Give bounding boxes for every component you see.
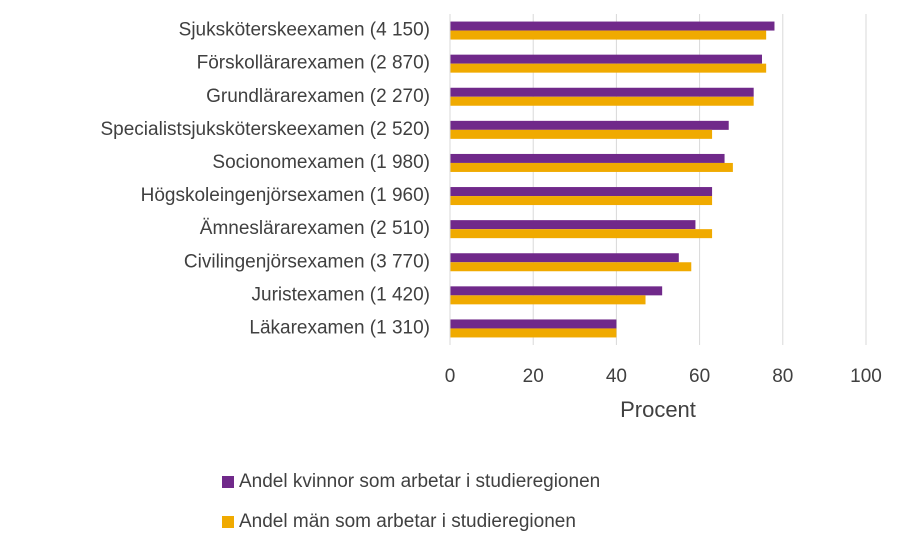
bar — [450, 162, 733, 172]
y-tick-label: Specialistsjuksköterskeexamen (2 520) — [101, 119, 431, 140]
y-tick-label: Juristexamen (1 420) — [252, 284, 430, 305]
bar — [450, 153, 725, 163]
bar — [450, 220, 696, 230]
x-tick-label: 100 — [850, 366, 882, 387]
legend-label: Andel män som arbetar i studieregionen — [239, 511, 576, 532]
bar — [450, 262, 692, 272]
bar — [450, 229, 713, 239]
bar — [450, 63, 767, 73]
y-tick-label: Ämneslärarexamen (2 510) — [200, 218, 430, 239]
legend-swatch — [222, 476, 234, 488]
bar — [450, 196, 713, 206]
legend-swatch — [222, 516, 234, 528]
x-tick-label: 80 — [772, 366, 793, 387]
x-tick-label: 60 — [689, 366, 710, 387]
bar — [450, 21, 775, 31]
bar — [450, 328, 617, 338]
bar — [450, 319, 617, 329]
bar — [450, 30, 767, 40]
bar — [450, 286, 663, 296]
y-tick-label: Sjuksköterskeexamen (4 150) — [179, 20, 430, 41]
y-tick-label: Förskollärarexamen (2 870) — [197, 53, 430, 74]
bar — [450, 87, 754, 97]
y-tick-label: Högskoleingenjörsexamen (1 960) — [141, 185, 430, 206]
x-tick-label: 0 — [445, 366, 456, 387]
bar — [450, 120, 729, 130]
y-tick-label: Grundlärarexamen (2 270) — [206, 86, 430, 107]
bar — [450, 96, 754, 106]
bar — [450, 54, 762, 64]
x-tick-label: 40 — [606, 366, 627, 387]
y-tick-label: Socionomexamen (1 980) — [212, 152, 430, 173]
y-tick-label: Civilingenjörsexamen (3 770) — [184, 251, 430, 272]
x-tick-label: 20 — [523, 366, 544, 387]
bar — [450, 129, 713, 139]
x-axis-label: Procent — [620, 397, 696, 422]
bar — [450, 187, 713, 197]
y-tick-label: Läkarexamen (1 310) — [249, 317, 430, 338]
bar — [450, 295, 646, 305]
legend-label: Andel kvinnor som arbetar i studieregion… — [239, 471, 600, 492]
bar — [450, 253, 679, 263]
